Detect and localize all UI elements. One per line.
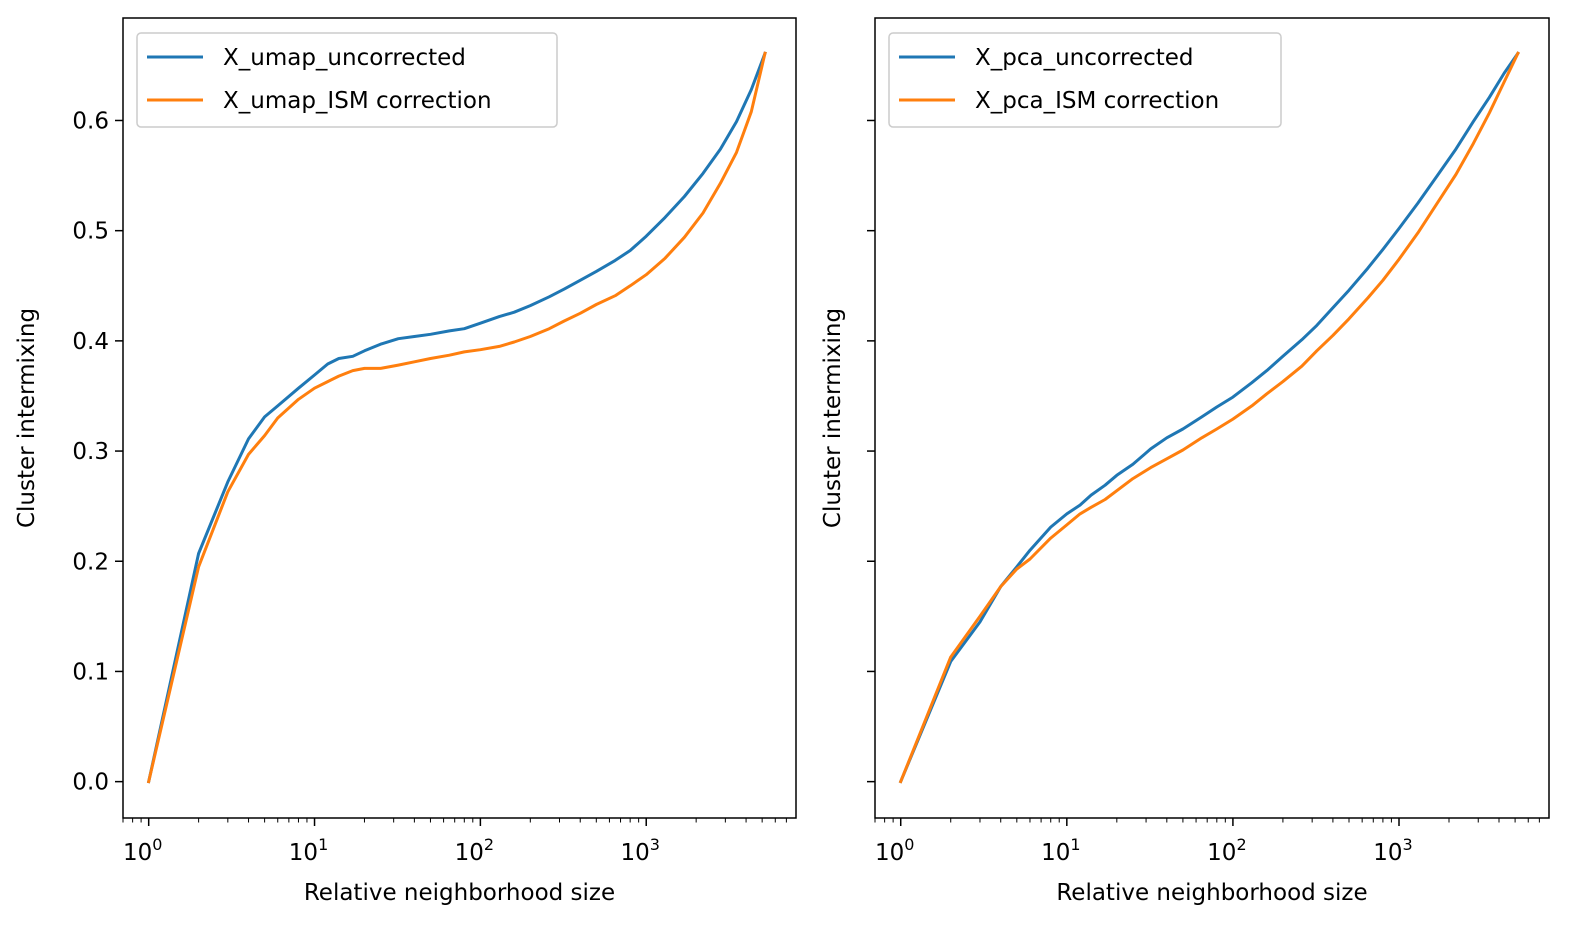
y-tick-label: 0.2 xyxy=(72,549,109,575)
series-line-1 xyxy=(146,51,767,784)
chart-panel-1: 0.0 0.1 0.2 0.3 0.4 0.5 0.6 100 101 102 103Relativ… xyxy=(14,17,797,906)
y-axis-label: Cluster intermixing xyxy=(820,308,846,528)
series-line-2 xyxy=(898,51,1520,784)
plot-frame xyxy=(874,17,1550,819)
series-line-1 xyxy=(898,51,1520,784)
y-tick-label: 0.3 xyxy=(72,439,109,465)
x-axis-label: Relative neighborhood size xyxy=(1056,880,1367,906)
series-line-2 xyxy=(146,51,767,784)
y-axis-label: Cluster intermixing xyxy=(14,308,40,528)
x-tick-label: 102 xyxy=(455,835,494,866)
plot-frame xyxy=(122,17,797,819)
x-tick-label: 102 xyxy=(1207,835,1246,866)
x-tick-label: 101 xyxy=(289,835,328,866)
y-tick-label: 0.4 xyxy=(72,329,109,355)
x-axis-label: Relative neighborhood size xyxy=(304,880,615,906)
x-tick-label: 100 xyxy=(875,835,914,866)
y-tick-label: 0.1 xyxy=(72,659,109,685)
legend-label-1: X_pca_uncorrected xyxy=(975,45,1194,71)
legend-label-2: X_umap_ISM correction xyxy=(223,88,492,114)
legend-box xyxy=(136,32,558,128)
legend: X_umap_uncorrected X_umap_ISM correction xyxy=(136,32,558,128)
y-tick-label: 0.6 xyxy=(72,108,109,134)
x-tick-label: 100 xyxy=(123,835,162,866)
x-tick-label: 103 xyxy=(620,835,659,866)
x-tick-label: 101 xyxy=(1041,835,1080,866)
legend-label-2: X_pca_ISM correction xyxy=(975,88,1219,114)
y-tick-label: 0.5 xyxy=(72,219,109,245)
legend-box xyxy=(888,32,1282,128)
legend-label-1: X_umap_uncorrected xyxy=(223,45,466,71)
x-tick-label: 103 xyxy=(1373,835,1412,866)
legend: X_pca_uncorrected X_pca_ISM correction xyxy=(888,32,1282,128)
y-tick-label: 0.0 xyxy=(72,770,109,796)
